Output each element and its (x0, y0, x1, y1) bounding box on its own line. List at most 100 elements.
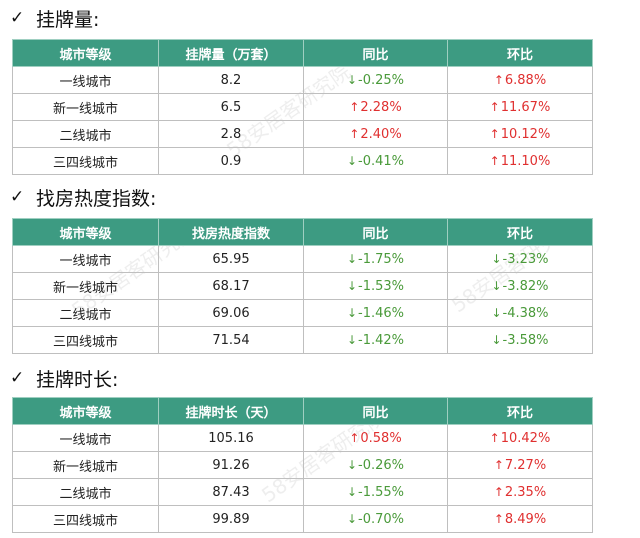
mom-cell: ↑7.27% (447, 451, 593, 479)
value-cell: 68.17 (158, 272, 304, 300)
yoy-cell: ↓-1.75% (303, 245, 448, 273)
arrow-down-icon: ↓ (346, 457, 358, 472)
table-row: 三四线城市 0.9 ↓-0.41% ↑11.10% (12, 147, 593, 175)
yoy-value: 2.40% (360, 126, 402, 142)
column-header: 环比 (447, 397, 593, 425)
yoy-value: -0.41% (358, 153, 405, 169)
check-icon: ✓ (10, 368, 25, 388)
city-tier-cell: 一线城市 (12, 245, 159, 273)
yoy-value: -1.75% (358, 251, 405, 267)
yoy-value: -1.42% (358, 332, 405, 348)
table-header-row: 城市等级 找房热度指数 同比 环比 (12, 218, 593, 246)
column-header: 城市等级 (12, 218, 159, 246)
value-cell: 105.16 (158, 424, 304, 452)
mom-cell: ↓-4.38% (447, 299, 593, 327)
arrow-up-icon: ↑ (349, 99, 360, 114)
section-title-search-heat: ✓ 找房热度指数: (10, 183, 156, 211)
yoy-value: -1.46% (358, 305, 405, 321)
column-header: 挂牌量（万套） (158, 39, 304, 67)
arrow-down-icon: ↓ (346, 251, 358, 266)
check-icon: ✓ (10, 8, 25, 28)
mom-value: 6.88% (504, 72, 547, 88)
value-cell: 6.5 (158, 93, 304, 121)
mom-value: 11.67% (500, 99, 551, 115)
arrow-down-icon: ↓ (346, 278, 358, 293)
arrow-down-icon: ↓ (491, 278, 502, 293)
mom-cell: ↑8.49% (447, 505, 593, 533)
arrow-up-icon: ↑ (349, 430, 360, 445)
section-title-listings: ✓ 挂牌量: (10, 4, 99, 32)
yoy-cell: ↓-1.46% (303, 299, 448, 327)
mom-cell: ↓-3.58% (447, 326, 593, 354)
mom-value: 2.35% (504, 484, 547, 500)
city-tier-cell: 三四线城市 (12, 147, 159, 175)
mom-cell: ↓-3.82% (447, 272, 593, 300)
table-row: 一线城市 8.2 ↓-0.25% ↑6.88% (12, 66, 593, 94)
yoy-value: -1.55% (358, 484, 405, 500)
arrow-down-icon: ↓ (346, 153, 358, 168)
yoy-value: -0.25% (358, 72, 405, 88)
yoy-cell: ↑0.58% (303, 424, 448, 452)
table-row: 新一线城市 91.26 ↓-0.26% ↑7.27% (12, 451, 593, 479)
value-cell: 71.54 (158, 326, 304, 354)
table-row: 一线城市 65.95 ↓-1.75% ↓-3.23% (12, 245, 593, 273)
city-tier-cell: 新一线城市 (12, 451, 159, 479)
mom-value: -3.82% (502, 278, 549, 294)
table-row: 一线城市 105.16 ↑0.58% ↑10.42% (12, 424, 593, 452)
mom-cell: ↑11.67% (447, 93, 593, 121)
yoy-cell: ↓-0.41% (303, 147, 448, 175)
mom-cell: ↑10.42% (447, 424, 593, 452)
arrow-down-icon: ↓ (346, 332, 358, 347)
mom-cell: ↓-3.23% (447, 245, 593, 273)
check-icon: ✓ (10, 187, 25, 207)
mom-value: 8.49% (504, 511, 547, 527)
city-tier-cell: 三四线城市 (12, 326, 159, 354)
mom-cell: ↑10.12% (447, 120, 593, 148)
value-cell: 91.26 (158, 451, 304, 479)
section-title-text: 找房热度指数: (36, 187, 157, 210)
yoy-value: 2.28% (360, 99, 402, 115)
section-title-text: 挂牌时长: (36, 368, 119, 391)
column-header: 城市等级 (12, 397, 159, 425)
arrow-up-icon: ↑ (493, 484, 504, 499)
yoy-value: -1.53% (358, 278, 405, 294)
yoy-value: 0.58% (360, 430, 402, 446)
yoy-cell: ↓-1.55% (303, 478, 448, 506)
mom-value: -3.58% (502, 332, 549, 348)
arrow-up-icon: ↑ (489, 126, 500, 141)
listings-table: 城市等级 挂牌量（万套） 同比 环比 一线城市 8.2 ↓-0.25% ↑6.8… (12, 39, 593, 175)
value-cell: 65.95 (158, 245, 304, 273)
yoy-cell: ↑2.28% (303, 93, 448, 121)
yoy-cell: ↓-1.42% (303, 326, 448, 354)
value-cell: 99.89 (158, 505, 304, 533)
city-tier-cell: 二线城市 (12, 478, 159, 506)
value-cell: 69.06 (158, 299, 304, 327)
city-tier-cell: 二线城市 (12, 299, 159, 327)
city-tier-cell: 新一线城市 (12, 93, 159, 121)
mom-value: 11.10% (500, 153, 551, 169)
mom-value: 10.42% (500, 430, 551, 446)
arrow-up-icon: ↑ (489, 99, 500, 114)
city-tier-cell: 三四线城市 (12, 505, 159, 533)
column-header: 环比 (447, 39, 593, 67)
table-row: 二线城市 69.06 ↓-1.46% ↓-4.38% (12, 299, 593, 327)
value-cell: 87.43 (158, 478, 304, 506)
arrow-up-icon: ↑ (489, 430, 500, 445)
arrow-up-icon: ↑ (489, 153, 500, 168)
column-header: 环比 (447, 218, 593, 246)
table-row: 新一线城市 6.5 ↑2.28% ↑11.67% (12, 93, 593, 121)
column-header: 城市等级 (12, 39, 159, 67)
section-title-text: 挂牌量: (36, 8, 100, 31)
arrow-up-icon: ↑ (493, 72, 504, 87)
city-tier-cell: 二线城市 (12, 120, 159, 148)
yoy-cell: ↓-0.70% (303, 505, 448, 533)
value-cell: 8.2 (158, 66, 304, 94)
yoy-cell: ↑2.40% (303, 120, 448, 148)
mom-value: 7.27% (504, 457, 547, 473)
arrow-up-icon: ↑ (493, 511, 504, 526)
table-row: 二线城市 2.8 ↑2.40% ↑10.12% (12, 120, 593, 148)
yoy-value: -0.26% (358, 457, 405, 473)
yoy-cell: ↓-0.25% (303, 66, 448, 94)
column-header: 找房热度指数 (158, 218, 304, 246)
yoy-cell: ↓-0.26% (303, 451, 448, 479)
